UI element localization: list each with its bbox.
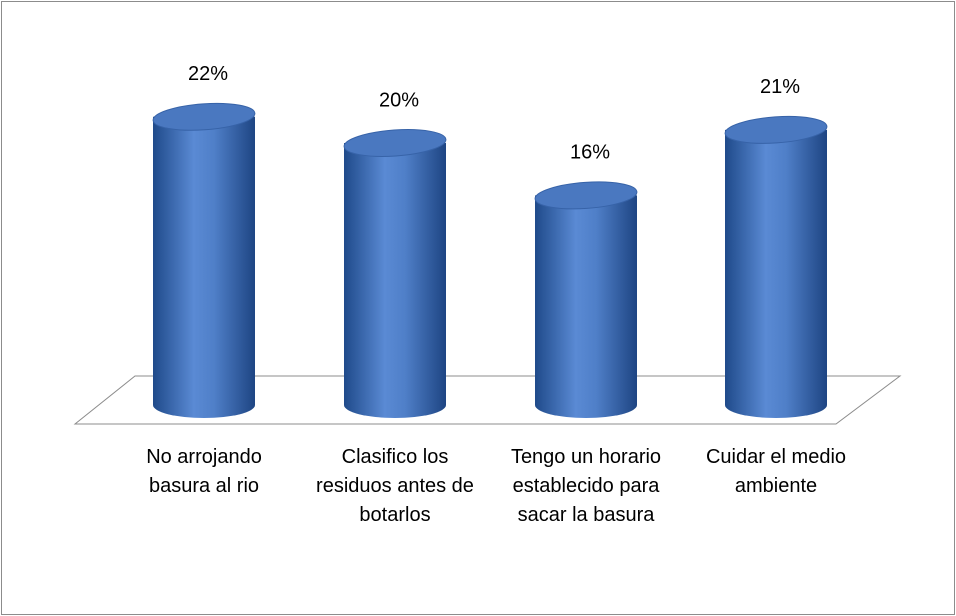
x-tick-label: Tengo un horario establecido para sacar …	[510, 446, 662, 526]
bar-body	[725, 129, 827, 418]
x-tick-label: Cuidar el medio ambiente	[705, 446, 847, 497]
data-label: 16%	[570, 142, 610, 164]
bar	[724, 115, 828, 418]
floor	[73, 375, 902, 425]
bar-body	[344, 143, 446, 418]
bar	[152, 102, 256, 419]
bar-top	[534, 181, 638, 210]
x-tick-label: No arrojando basura al rio	[146, 446, 262, 497]
data-label: 21%	[760, 76, 800, 98]
bar-top	[724, 115, 828, 144]
bar-body	[535, 195, 637, 418]
bar	[343, 129, 447, 418]
bar-top	[152, 102, 256, 131]
bar-top	[343, 129, 447, 157]
data-label: 22%	[188, 63, 228, 85]
x-tick-label: Clasifico los residuos antes de botarlos	[316, 446, 474, 526]
bar	[534, 181, 638, 418]
data-label: 20%	[379, 89, 419, 111]
bar-body	[153, 116, 255, 419]
